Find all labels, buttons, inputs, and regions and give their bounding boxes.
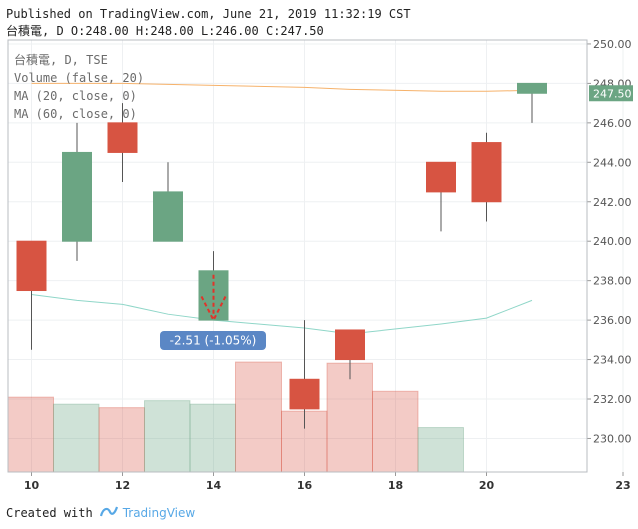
candle-body bbox=[16, 240, 47, 292]
y-tick-label: 240.00 bbox=[593, 235, 632, 248]
quote-line: 台積電, D O:248.00 H:248.00 L:246.00 C:247.… bbox=[6, 24, 324, 38]
legend-ma20: MA (20, close, 0) bbox=[14, 89, 137, 103]
candles bbox=[16, 82, 547, 429]
volume-bar bbox=[98, 407, 145, 473]
x-tick-label: 14 bbox=[206, 479, 222, 492]
y-tick-label: 238.00 bbox=[593, 275, 632, 288]
volume-bar bbox=[326, 362, 373, 473]
y-tick-label: 242.00 bbox=[593, 196, 632, 209]
legend-ma60: MA (60, close, 0) bbox=[14, 107, 137, 121]
volume-bar bbox=[372, 390, 419, 473]
candle-body bbox=[107, 122, 138, 153]
measure-badge bbox=[160, 331, 266, 350]
x-tick-label: 18 bbox=[388, 479, 403, 492]
y-tick-label: 246.00 bbox=[593, 117, 632, 130]
x-tick-label: 12 bbox=[115, 479, 130, 492]
tradingview-brand[interactable]: TradingView bbox=[122, 506, 196, 520]
candle-body bbox=[426, 161, 456, 193]
measure-annotation: -2.51 (-1.05%) bbox=[160, 274, 266, 350]
volume-bar bbox=[144, 400, 191, 473]
footer: Created with TradingView bbox=[6, 504, 195, 522]
volume-bar bbox=[7, 396, 54, 473]
legend-volume: Volume (false, 20) bbox=[14, 71, 145, 85]
x-tick-label: 16 bbox=[297, 479, 313, 492]
y-tick-label: 236.00 bbox=[593, 314, 632, 327]
candle-body bbox=[335, 329, 365, 361]
candle-body bbox=[289, 378, 320, 410]
last-price-box bbox=[589, 85, 633, 102]
ma60-line bbox=[31, 293, 533, 335]
x-tick-label: 10 bbox=[24, 479, 40, 492]
y-tick-label: 244.00 bbox=[593, 156, 632, 169]
y-tick-label: 232.00 bbox=[593, 393, 632, 406]
volume-bar bbox=[189, 403, 236, 473]
x-tick-label: 23 bbox=[615, 479, 630, 492]
plot-frame bbox=[7, 39, 588, 473]
published-line: Published on TradingView.com, June 21, 2… bbox=[6, 7, 411, 21]
y-tick-label: 230.00 bbox=[593, 432, 632, 445]
created-with-text: Created with bbox=[6, 506, 93, 520]
volume-bar bbox=[417, 427, 464, 473]
ma20-line bbox=[31, 82, 533, 92]
legend-symbol: 台積電, D, TSE bbox=[14, 53, 108, 67]
last-price-label: 247.50 bbox=[593, 87, 632, 100]
tradingview-logo-icon bbox=[99, 504, 119, 522]
volume-bar bbox=[235, 361, 282, 473]
measure-badge-text: -2.51 (-1.05%) bbox=[170, 334, 257, 348]
candle-body bbox=[153, 191, 183, 242]
y-tick-label: 250.00 bbox=[593, 38, 632, 51]
y-tick-label: 234.00 bbox=[593, 354, 632, 367]
chart-axes: 250.00248.00246.00244.00242.00240.00238.… bbox=[7, 38, 633, 492]
moving-average-lines bbox=[31, 82, 533, 335]
candle-body bbox=[471, 142, 502, 203]
candle-body bbox=[517, 82, 547, 94]
x-tick-label: 20 bbox=[479, 479, 495, 492]
measure-arrowhead bbox=[200, 295, 227, 323]
candle-body bbox=[62, 151, 92, 242]
volume-bar bbox=[53, 403, 100, 473]
